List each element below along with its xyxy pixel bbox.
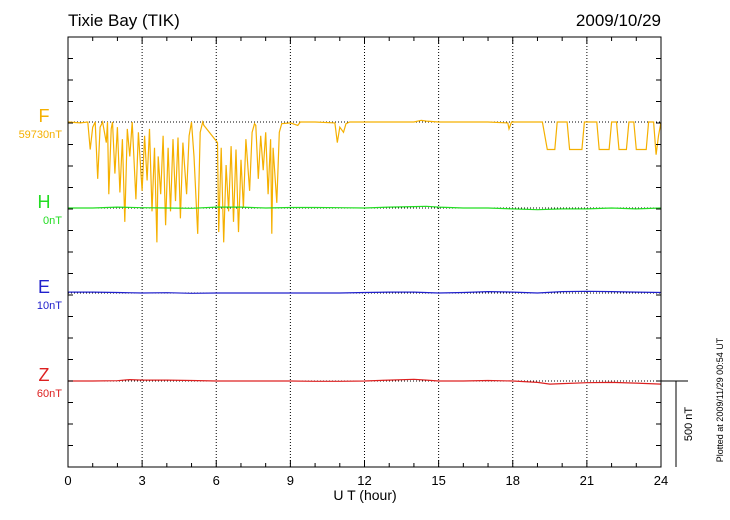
series-lines xyxy=(67,119,662,385)
time-grid xyxy=(141,37,588,467)
x-tick-label: 3 xyxy=(139,473,146,488)
component-name-e: E xyxy=(38,277,50,297)
x-tick-label: 24 xyxy=(654,473,668,488)
plotted-note: Plotted at 2009/11/29 00:54 UT xyxy=(715,337,725,462)
component-name-f: F xyxy=(39,106,50,126)
plot-frame xyxy=(67,36,662,468)
component-baseline-e: 10nT xyxy=(37,300,62,312)
x-axis-label: U T (hour) xyxy=(333,487,396,503)
scale-bar: 500 nT xyxy=(661,380,695,467)
axis-ticks xyxy=(67,36,662,468)
scale-bar-label: 500 nT xyxy=(683,407,695,442)
component-name-z: Z xyxy=(39,365,50,385)
x-tick-label: 0 xyxy=(64,473,71,488)
series-line-z xyxy=(68,378,662,385)
component-baseline-z: 60nT xyxy=(37,388,62,400)
component-labels: F 59730nT H 0nT E 10nT Z 60nT xyxy=(19,106,63,400)
series-line-f xyxy=(67,119,662,243)
x-tick-label: 9 xyxy=(287,473,294,488)
component-baseline-h: 0nT xyxy=(43,215,62,227)
station-title: Tixie Bay (TIK) xyxy=(68,11,180,30)
x-tick-label: 6 xyxy=(213,473,220,488)
series-line-h xyxy=(68,205,662,211)
component-baseline-f: 59730nT xyxy=(19,129,63,141)
x-tick-label: 21 xyxy=(580,473,594,488)
x-tick-label: 18 xyxy=(506,473,520,488)
x-tick-label: 12 xyxy=(357,473,371,488)
x-tick-labels: 0 3 6 9 12 15 18 21 24 xyxy=(64,473,668,488)
date-label: 2009/10/29 xyxy=(576,11,661,30)
series-line-e xyxy=(68,290,662,294)
component-name-h: H xyxy=(38,192,51,212)
x-tick-label: 15 xyxy=(431,473,445,488)
